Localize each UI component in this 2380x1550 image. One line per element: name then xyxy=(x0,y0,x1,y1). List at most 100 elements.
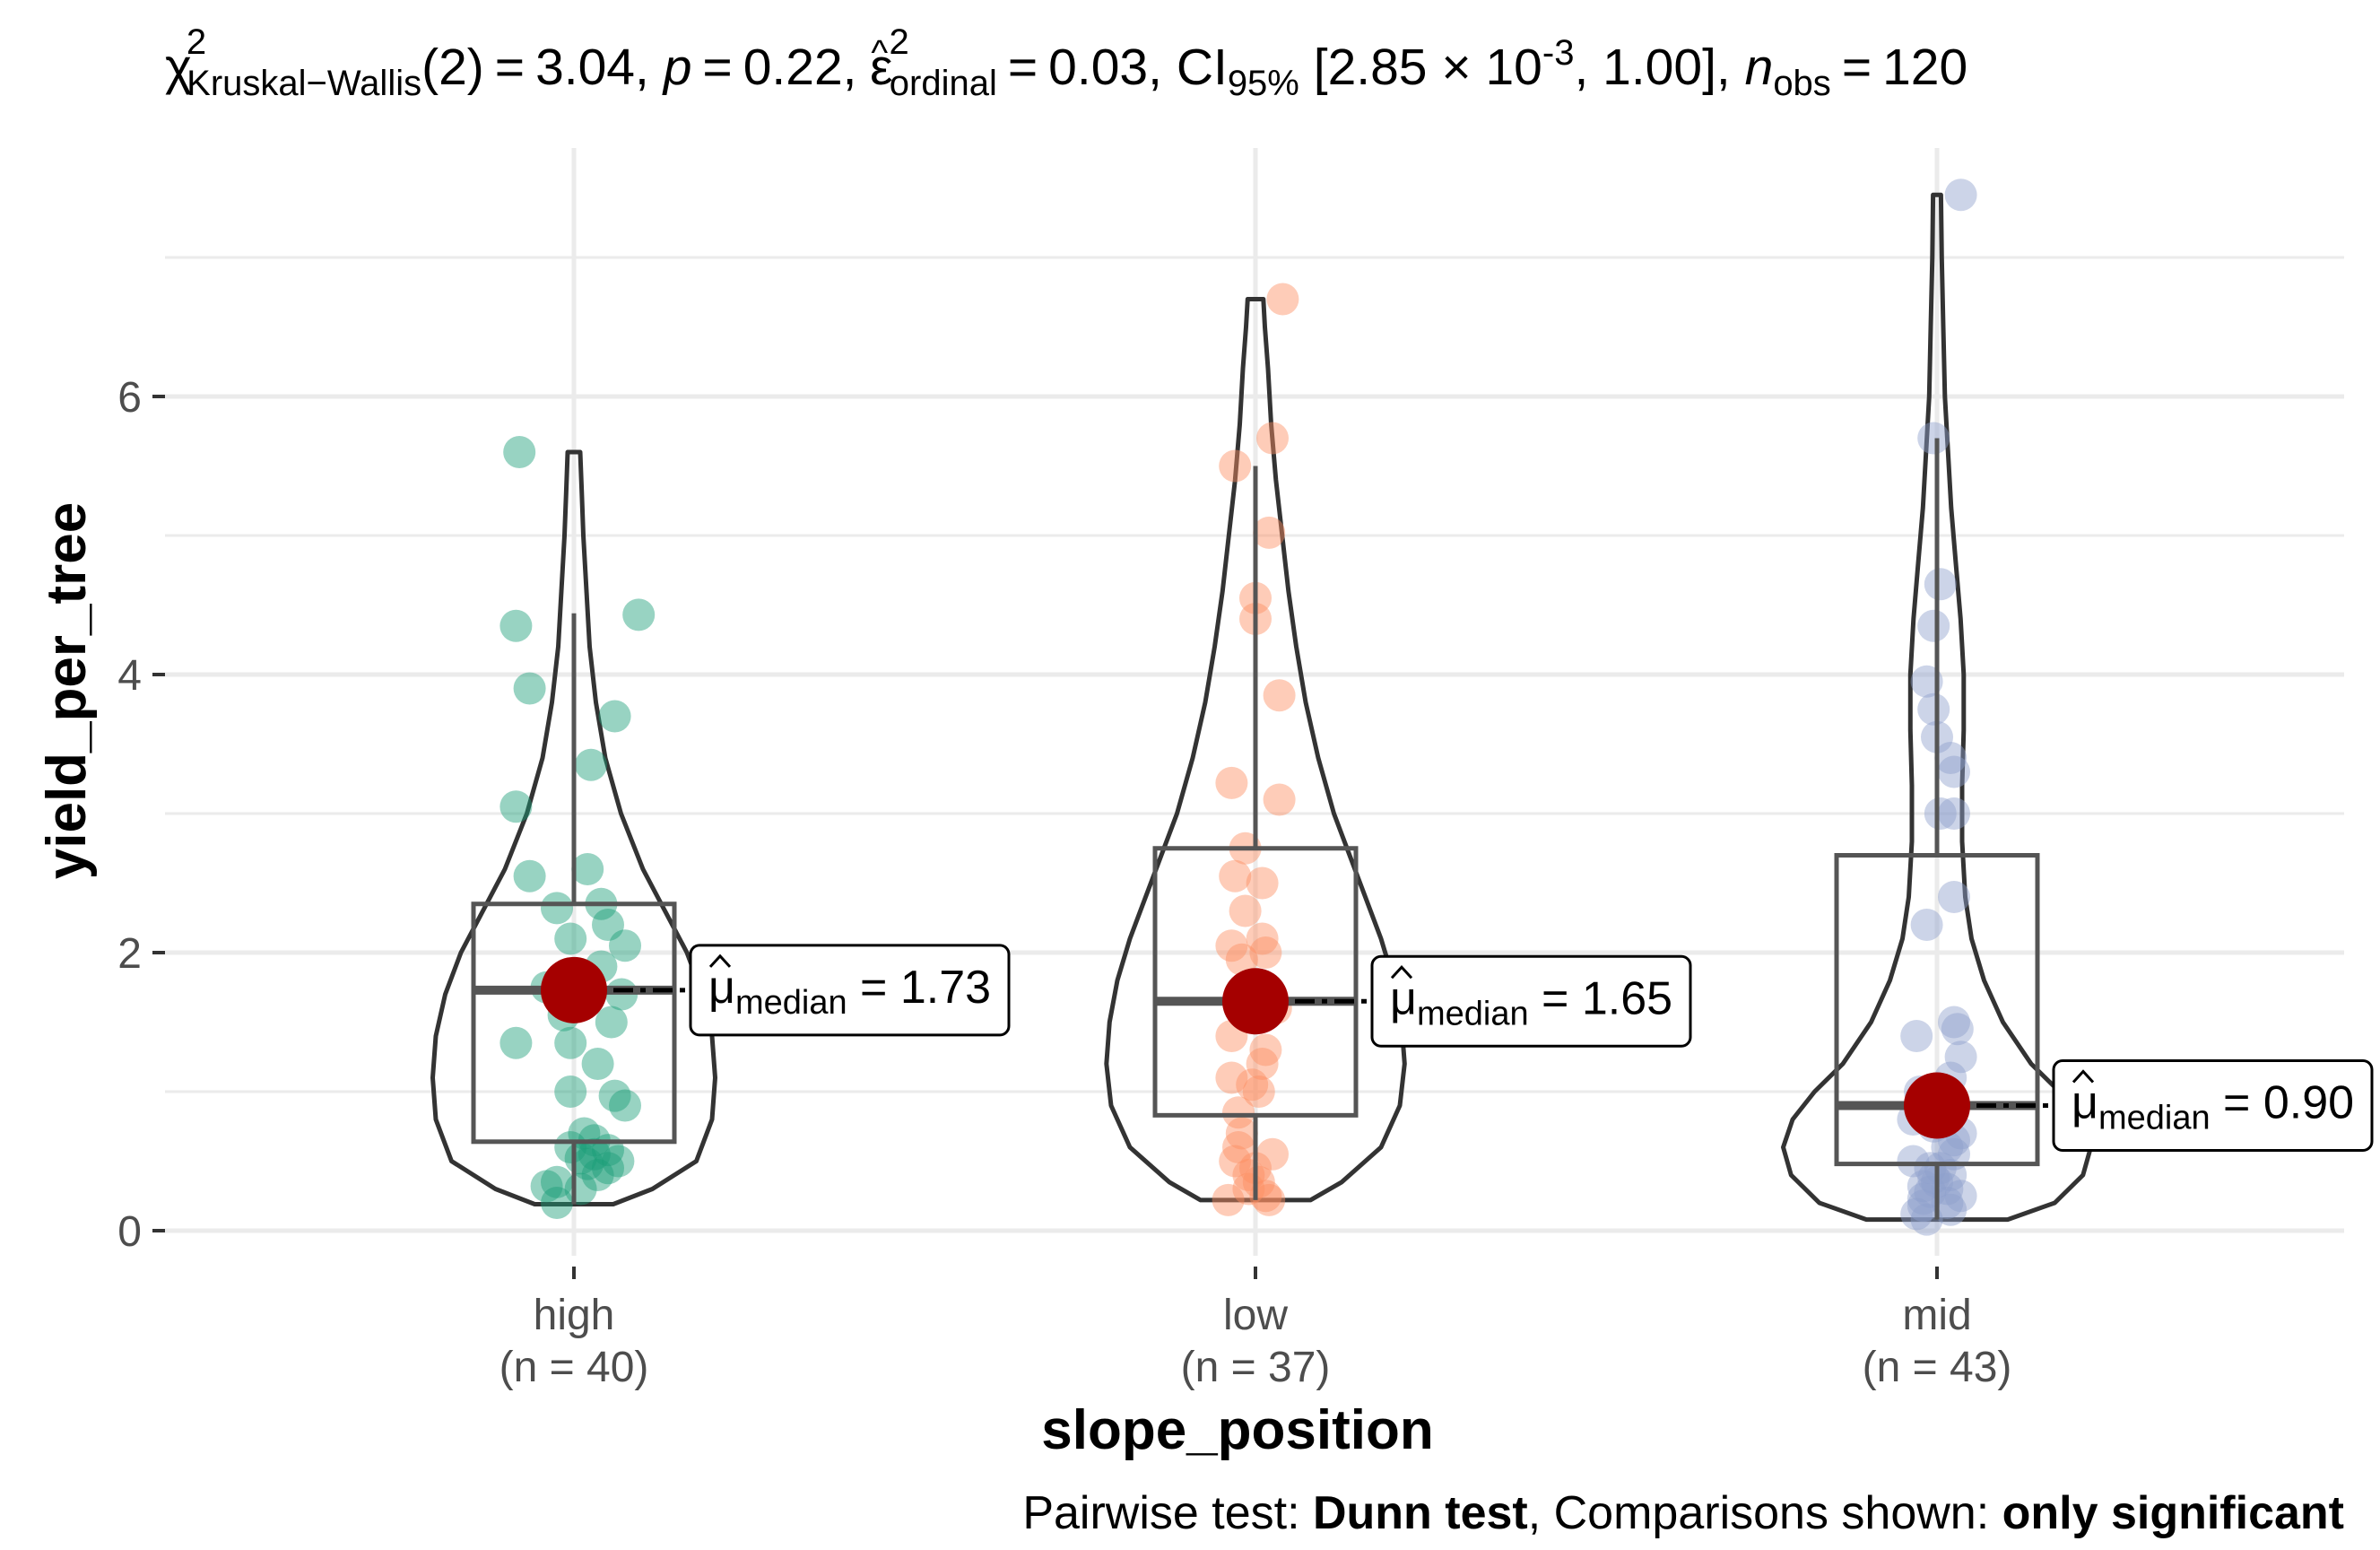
point-mid-39 xyxy=(1907,1189,1940,1223)
point-mid-3 xyxy=(1917,609,1950,642)
y-tick-label-2: 2 xyxy=(117,930,142,978)
point-high-21 xyxy=(554,1026,587,1059)
point-low-35 xyxy=(1212,1183,1245,1216)
box-low xyxy=(1152,846,1359,1118)
point-high-24 xyxy=(598,1079,631,1112)
point-mid-28 xyxy=(1924,1152,1957,1185)
point-high-0 xyxy=(503,436,536,468)
caption-middle: , Comparisons shown: xyxy=(1528,1487,2002,1539)
x-tick-label-low: low xyxy=(1223,1292,1288,1339)
point-low-28 xyxy=(1256,1137,1289,1171)
subtitle-eps-value: 0.03 xyxy=(1048,39,1148,96)
point-low-24 xyxy=(1242,1075,1275,1108)
subtitle-ci-subscript: 95% xyxy=(1228,64,1299,103)
point-low-10 xyxy=(1219,859,1252,893)
median-labels: μmedian = 1.73 μmedian = 1.65 μmedian = 0.… xyxy=(689,944,2374,1152)
point-mid-14 xyxy=(1941,1013,1974,1046)
point-high-36 xyxy=(541,1165,573,1198)
point-low-22 xyxy=(1215,1061,1248,1094)
point-mid-13 xyxy=(1938,1006,1970,1039)
x-axis: high (n = 40) low (n = 37) mid (n = 43) xyxy=(499,1267,2011,1391)
point-mid-10 xyxy=(1938,797,1970,830)
point-high-23 xyxy=(554,1075,587,1108)
median-point-high xyxy=(541,956,607,1023)
point-low-2 xyxy=(1219,449,1252,483)
subtitle-eps-sup: 2 xyxy=(890,22,909,62)
median-label-box-low xyxy=(1370,954,1692,1048)
y-axis-title: yield_per_tree xyxy=(36,502,98,879)
point-low-27 xyxy=(1222,1131,1255,1163)
median-label-high: μmedian = 1.73 xyxy=(708,962,991,1022)
point-mid-2 xyxy=(1924,568,1957,601)
median-label-box-high xyxy=(689,944,1011,1037)
point-high-34 xyxy=(592,1152,624,1185)
median-point-low xyxy=(1222,968,1289,1035)
point-low-15 xyxy=(1249,936,1282,969)
point-mid-25 xyxy=(1931,1131,1964,1163)
point-low-12 xyxy=(1229,894,1262,927)
median-markers xyxy=(541,956,2054,1139)
subtitle-ci-exp: -3 xyxy=(1542,33,1575,73)
caption-test: Dunn test xyxy=(1313,1487,1528,1539)
point-low-3 xyxy=(1253,516,1286,549)
point-high-25 xyxy=(609,1089,641,1122)
violin-mid xyxy=(1781,192,2093,1223)
x-tick-label-high: high xyxy=(534,1292,615,1339)
point-high-28 xyxy=(554,1131,587,1163)
box-mid xyxy=(1834,853,2040,1167)
x-axis-title: slope_position xyxy=(1041,1399,1433,1461)
subtitle-p-symbol: p xyxy=(662,39,692,96)
subtitle-eq-4: = xyxy=(1842,39,1872,96)
y-tick-label-4: 4 xyxy=(117,652,142,700)
point-high-6 xyxy=(499,790,533,823)
y-axis: 0 2 4 6 xyxy=(117,374,165,1256)
caption-prefix: Pairwise test: xyxy=(1022,1487,1313,1539)
point-mid-27 xyxy=(1897,1145,1930,1178)
data-points xyxy=(499,179,1977,1236)
point-low-7 xyxy=(1215,766,1248,799)
y-tick-label-0: 0 xyxy=(117,1208,142,1256)
point-high-32 xyxy=(602,1145,635,1178)
x-tick-n-low: (n = 37) xyxy=(1181,1344,1331,1391)
point-mid-0 xyxy=(1944,179,1977,212)
point-high-8 xyxy=(513,859,546,893)
caption-shown: only significant xyxy=(2002,1487,2344,1539)
box-high xyxy=(471,901,677,1145)
point-high-5 xyxy=(575,748,607,781)
subtitle-n-value: 120 xyxy=(1882,39,1967,96)
point-high-35 xyxy=(581,1159,614,1191)
point-mid-33 xyxy=(1907,1170,1940,1203)
point-low-11 xyxy=(1246,866,1279,900)
subtitle-ci-label: CI xyxy=(1177,39,1228,96)
point-mid-12 xyxy=(1910,909,1943,941)
chart-subtitle: χ2 Kruskal−Wallis(2) = 3.04, p = 0.22, ^ε2 ord… xyxy=(165,22,1967,103)
point-mid-40 xyxy=(1934,1193,1967,1226)
subtitle-eq-3: = xyxy=(1008,39,1038,96)
point-mid-31 xyxy=(1917,1162,1950,1195)
point-mid-30 xyxy=(1934,1159,1967,1191)
chart-caption: Pairwise test: Dunn test, Comparisons sh… xyxy=(1022,1487,2344,1539)
subtitle-eq-1: = xyxy=(495,39,525,96)
point-mid-15 xyxy=(1900,1020,1933,1052)
median-hat-mid xyxy=(2072,1069,2095,1084)
point-mid-5 xyxy=(1917,692,1950,726)
median-hat-high xyxy=(708,954,732,968)
median-hat-low xyxy=(1390,965,1413,980)
point-high-12 xyxy=(554,922,587,955)
subtitle-test-subscript: Kruskal−Wallis xyxy=(187,64,421,103)
point-low-13 xyxy=(1246,922,1279,955)
point-high-22 xyxy=(581,1048,614,1080)
point-high-3 xyxy=(513,672,546,705)
point-mid-41 xyxy=(1900,1197,1933,1231)
point-low-8 xyxy=(1263,783,1296,816)
median-label-box-mid xyxy=(2052,1059,2374,1152)
point-mid-9 xyxy=(1924,797,1957,830)
point-low-0 xyxy=(1266,283,1299,316)
subtitle-eps-symbol: ε xyxy=(870,39,892,96)
subtitle-n-subscript: obs xyxy=(1773,64,1831,103)
point-mid-8 xyxy=(1938,755,1970,788)
subtitle-p-value: 0.22 xyxy=(743,39,843,96)
point-high-30 xyxy=(578,1137,611,1171)
subtitle-eq-2: = xyxy=(702,39,732,96)
y-tick-label-6: 6 xyxy=(117,374,142,422)
